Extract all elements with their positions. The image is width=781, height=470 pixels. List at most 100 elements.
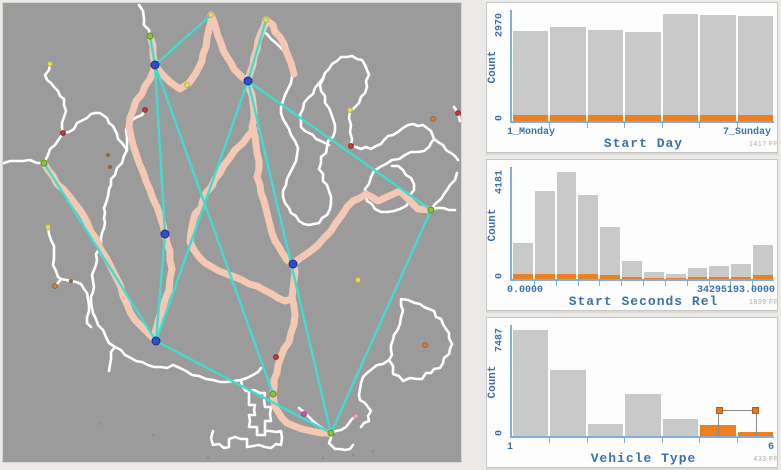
x-axis-tick xyxy=(577,281,579,286)
histogram-bar[interactable] xyxy=(625,10,661,121)
histogram-bar[interactable] xyxy=(550,10,586,121)
selection-handle-left[interactable] xyxy=(715,406,723,414)
map-endpoint-green[interactable] xyxy=(327,429,335,437)
map-endpoint-yellow[interactable] xyxy=(184,82,190,88)
map-endpoint-green[interactable] xyxy=(146,32,154,40)
map-road xyxy=(259,29,371,227)
histogram-bar[interactable] xyxy=(753,167,773,279)
histogram-bar[interactable] xyxy=(700,325,736,436)
histogram-bar[interactable] xyxy=(513,325,549,436)
route-network-map[interactable] xyxy=(2,2,462,463)
selection-handle-right[interactable] xyxy=(752,406,760,414)
map-endpoint-orange[interactable] xyxy=(430,116,436,122)
histogram-start-day: 2970 0 Count 1_Monday 7_Sunday Start Day… xyxy=(486,2,778,153)
map-speck[interactable] xyxy=(351,453,355,457)
selection-range-bracket[interactable] xyxy=(715,406,760,436)
map-road xyxy=(347,109,354,148)
map-endpoint-red[interactable] xyxy=(273,354,279,360)
histogram-bar[interactable] xyxy=(731,167,752,279)
map-endpoint-brown[interactable] xyxy=(108,165,112,169)
map-endpoint-red[interactable] xyxy=(348,143,354,149)
map-endpoint-yellow[interactable] xyxy=(208,12,214,18)
y-zero-tick: 0 xyxy=(494,114,506,122)
x-axis-tick xyxy=(730,281,732,286)
map-junction-node[interactable] xyxy=(150,60,160,70)
map-endpoint-yellow[interactable] xyxy=(263,17,269,23)
map-junction-node[interactable] xyxy=(160,229,170,239)
map-speck[interactable] xyxy=(321,456,325,460)
map-junction-node[interactable] xyxy=(151,336,161,346)
x-axis-tick xyxy=(736,123,738,128)
histogram-bar[interactable] xyxy=(578,167,599,279)
map-road xyxy=(298,76,331,147)
y-zero-tick: 0 xyxy=(494,272,506,280)
map-endpoint-pink[interactable] xyxy=(353,413,359,419)
map-road xyxy=(429,206,457,212)
map-endpoint-orange[interactable] xyxy=(422,342,428,348)
plot-area-vehicle-type[interactable] xyxy=(510,325,774,443)
map-highlighted-path xyxy=(40,159,160,345)
map-link-line xyxy=(42,161,158,343)
histogram-bar[interactable] xyxy=(550,325,586,436)
map-endpoint-red[interactable] xyxy=(455,110,461,116)
histogram-bar[interactable] xyxy=(662,325,699,436)
histogram-bar[interactable] xyxy=(737,325,773,436)
map-endpoint-green[interactable] xyxy=(269,390,277,398)
y-max-tick: 7487 xyxy=(494,327,506,353)
histogram-bar[interactable] xyxy=(709,167,730,279)
histogram-bar[interactable] xyxy=(587,325,624,436)
x-axis-tick xyxy=(533,281,535,286)
plot-area-start-seconds[interactable] xyxy=(510,167,774,286)
histogram-bar[interactable] xyxy=(556,167,577,279)
histogram-bar[interactable] xyxy=(700,10,736,121)
map-junction-node[interactable] xyxy=(243,76,253,86)
map-endpoint-magenta[interactable] xyxy=(301,411,307,417)
histogram-bar[interactable] xyxy=(662,10,699,121)
x-axis-tick xyxy=(549,123,551,128)
x-last-tick: 6 xyxy=(767,442,774,453)
map-junction-node[interactable] xyxy=(288,259,298,269)
histogram-bar[interactable] xyxy=(625,325,661,436)
histogram-bar[interactable] xyxy=(643,167,664,279)
x-axis-tick xyxy=(624,123,626,128)
histogram-bar[interactable] xyxy=(513,10,549,121)
plot-area-start-day[interactable] xyxy=(510,10,774,128)
map-endpoint-yellow[interactable] xyxy=(355,277,361,283)
map-endpoint-brown[interactable] xyxy=(69,279,73,283)
map-speck[interactable] xyxy=(371,449,375,453)
map-endpoint-yellow[interactable] xyxy=(347,107,353,113)
histogram-bar[interactable] xyxy=(737,10,773,121)
map-road xyxy=(59,277,93,329)
histogram-bar[interactable] xyxy=(600,167,621,279)
x-first-tick: 1 xyxy=(507,442,514,453)
histogram-bar[interactable] xyxy=(534,167,555,279)
y-max-tick: 4181 xyxy=(494,169,506,195)
map-endpoint-yellow[interactable] xyxy=(47,61,53,67)
histogram-bar[interactable] xyxy=(587,10,624,121)
map-endpoint-green[interactable] xyxy=(40,159,48,167)
map-endpoint-green[interactable] xyxy=(427,206,435,214)
map-endpoint-red[interactable] xyxy=(142,107,148,113)
x-axis-tick xyxy=(586,123,588,128)
chart-footer: 1899 FP xyxy=(749,299,778,306)
map-link-line xyxy=(153,63,275,396)
map-speck[interactable] xyxy=(97,422,101,426)
map-endpoint-yellow[interactable] xyxy=(45,224,51,230)
map-endpoint-brown[interactable] xyxy=(106,153,110,157)
map-road xyxy=(209,429,284,450)
map-link-line xyxy=(246,18,268,83)
x-axis-tick xyxy=(555,281,557,286)
map-canvas[interactable] xyxy=(3,3,461,462)
histogram-bar[interactable] xyxy=(665,167,686,279)
histogram-bar[interactable] xyxy=(622,167,642,279)
map-endpoint-orange[interactable] xyxy=(52,283,58,289)
map-link-line xyxy=(154,79,250,343)
histogram-bar[interactable] xyxy=(687,167,708,279)
map-speck[interactable] xyxy=(151,433,155,437)
x-axis-tick xyxy=(549,438,551,443)
map-endpoint-red[interactable] xyxy=(60,130,66,136)
chart-footer: 1417 FP xyxy=(749,141,778,148)
map-speck[interactable] xyxy=(206,456,210,460)
x-axis-tick xyxy=(699,123,701,128)
histogram-bar[interactable] xyxy=(513,167,533,279)
